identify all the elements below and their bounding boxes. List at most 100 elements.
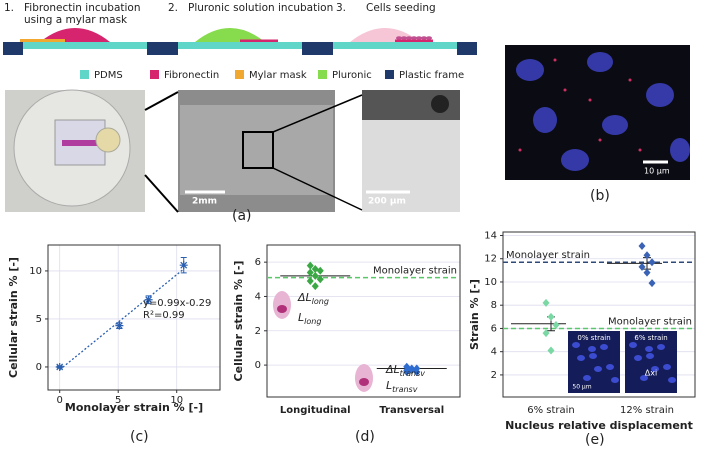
point — [648, 258, 656, 267]
point — [542, 329, 550, 338]
legend-swatch — [80, 70, 89, 79]
step-number: 2. — [168, 2, 179, 14]
step-number: 1. — [4, 2, 15, 14]
y-tick-label: 12 — [484, 254, 497, 265]
scale-label: 10 µm — [644, 167, 670, 176]
panel-label: (e) — [585, 432, 605, 448]
scale-label: 2mm — [192, 197, 217, 207]
point — [306, 277, 314, 286]
reference-label: Monolayer strain — [608, 316, 692, 327]
y-tick-label: 2 — [255, 326, 261, 337]
legend-swatch — [150, 70, 159, 79]
y-tick-label: 6 — [491, 323, 497, 334]
annotation: ΔLtransv — [385, 363, 425, 378]
droplet — [195, 28, 265, 42]
annotation: Llong — [298, 311, 321, 326]
x-tick-label: 10 — [170, 395, 183, 406]
frame — [457, 42, 477, 55]
frame — [3, 42, 23, 55]
y-tick-label: 4 — [491, 347, 497, 358]
inset-image — [568, 331, 620, 393]
mask — [20, 39, 65, 42]
reference-label: Monolayer strain — [506, 250, 590, 261]
cell — [406, 36, 412, 40]
annotation-symbol: ΔL — [385, 363, 400, 376]
x-axis-title: Monolayer strain % [-] — [65, 401, 203, 414]
inset-scale: 50 µm — [572, 384, 591, 391]
panel-label: (b) — [590, 188, 610, 204]
inset-label: 0% strain — [577, 334, 610, 342]
step-title: Cells seeding — [366, 2, 436, 14]
inset-image — [625, 331, 677, 393]
point — [311, 282, 319, 291]
inset-nucleus — [663, 364, 671, 370]
x-tick-label: 6% strain — [527, 405, 575, 416]
plot-frame — [266, 244, 461, 398]
inset-nucleus — [600, 344, 608, 350]
plot-frame — [47, 244, 221, 391]
legend-swatch — [318, 70, 327, 79]
inset-nucleus — [594, 366, 602, 372]
inset-nucleus — [634, 355, 642, 361]
reference-label: Monolayer strain — [373, 266, 457, 277]
point — [552, 320, 560, 329]
x-tick-label: 12% strain — [620, 405, 674, 416]
y-tick-label: 14 — [484, 230, 497, 241]
legend-label: Mylar mask — [249, 70, 307, 81]
point — [306, 261, 314, 270]
point — [547, 346, 555, 355]
panel-label: (a) — [232, 208, 252, 224]
point — [643, 268, 651, 277]
zoom-box — [242, 131, 274, 169]
frame — [313, 42, 333, 55]
annotation-subscript: transv — [392, 385, 418, 394]
step-title: Fibronectin incubation using a mylar mas… — [24, 2, 141, 26]
fibronectin-strip — [240, 39, 278, 42]
point — [144, 295, 153, 304]
panel-label: (c) — [130, 429, 149, 445]
inset-nucleus — [629, 342, 637, 348]
pdms-layer — [10, 42, 160, 49]
cell — [426, 36, 432, 40]
point — [638, 241, 646, 250]
y-tick-label: 0 — [255, 360, 261, 371]
inset-label: 6% strain — [634, 334, 667, 342]
inset-nucleus — [589, 353, 597, 359]
photo-channel — [180, 105, 333, 195]
point — [403, 367, 411, 376]
inset-nucleus — [572, 342, 580, 348]
y-tick-label: 8 — [491, 300, 497, 311]
point — [306, 268, 314, 277]
fit-line — [59, 268, 185, 371]
x-tick-label: 5 — [115, 395, 121, 406]
point — [542, 298, 550, 307]
annotation-subscript: long — [304, 317, 321, 326]
inset-nucleus — [645, 346, 653, 352]
y-tick-label: 10 — [484, 277, 497, 288]
annotation-symbol: ΔL — [297, 291, 312, 304]
point — [179, 261, 188, 270]
step-number: 3. — [336, 2, 347, 14]
legend-label: PDMS — [94, 70, 123, 81]
point — [115, 321, 124, 330]
inset-nucleus — [668, 377, 676, 383]
y-tick-label: 5 — [36, 314, 42, 325]
connector — [144, 174, 179, 213]
photo-port — [95, 127, 121, 153]
step-title: Pluronic solution incubation — [188, 2, 334, 14]
connector — [272, 94, 363, 133]
inset-nucleus — [606, 364, 614, 370]
fibronectin-strip — [395, 39, 433, 42]
annotation-subscript: long — [312, 297, 329, 306]
x-axis-title: Nucleus relative displacement — [505, 419, 693, 432]
annotation: ΔLlong — [297, 291, 329, 306]
x-tick-label: Transversal — [379, 405, 444, 416]
y-axis-title: Cellular strain % [-] — [7, 257, 20, 378]
point — [643, 251, 651, 260]
legend-label: Fibronectin — [164, 70, 219, 81]
legend-label: Pluronic — [332, 70, 372, 81]
nuclei — [516, 52, 690, 171]
inset-nucleus — [577, 355, 585, 361]
